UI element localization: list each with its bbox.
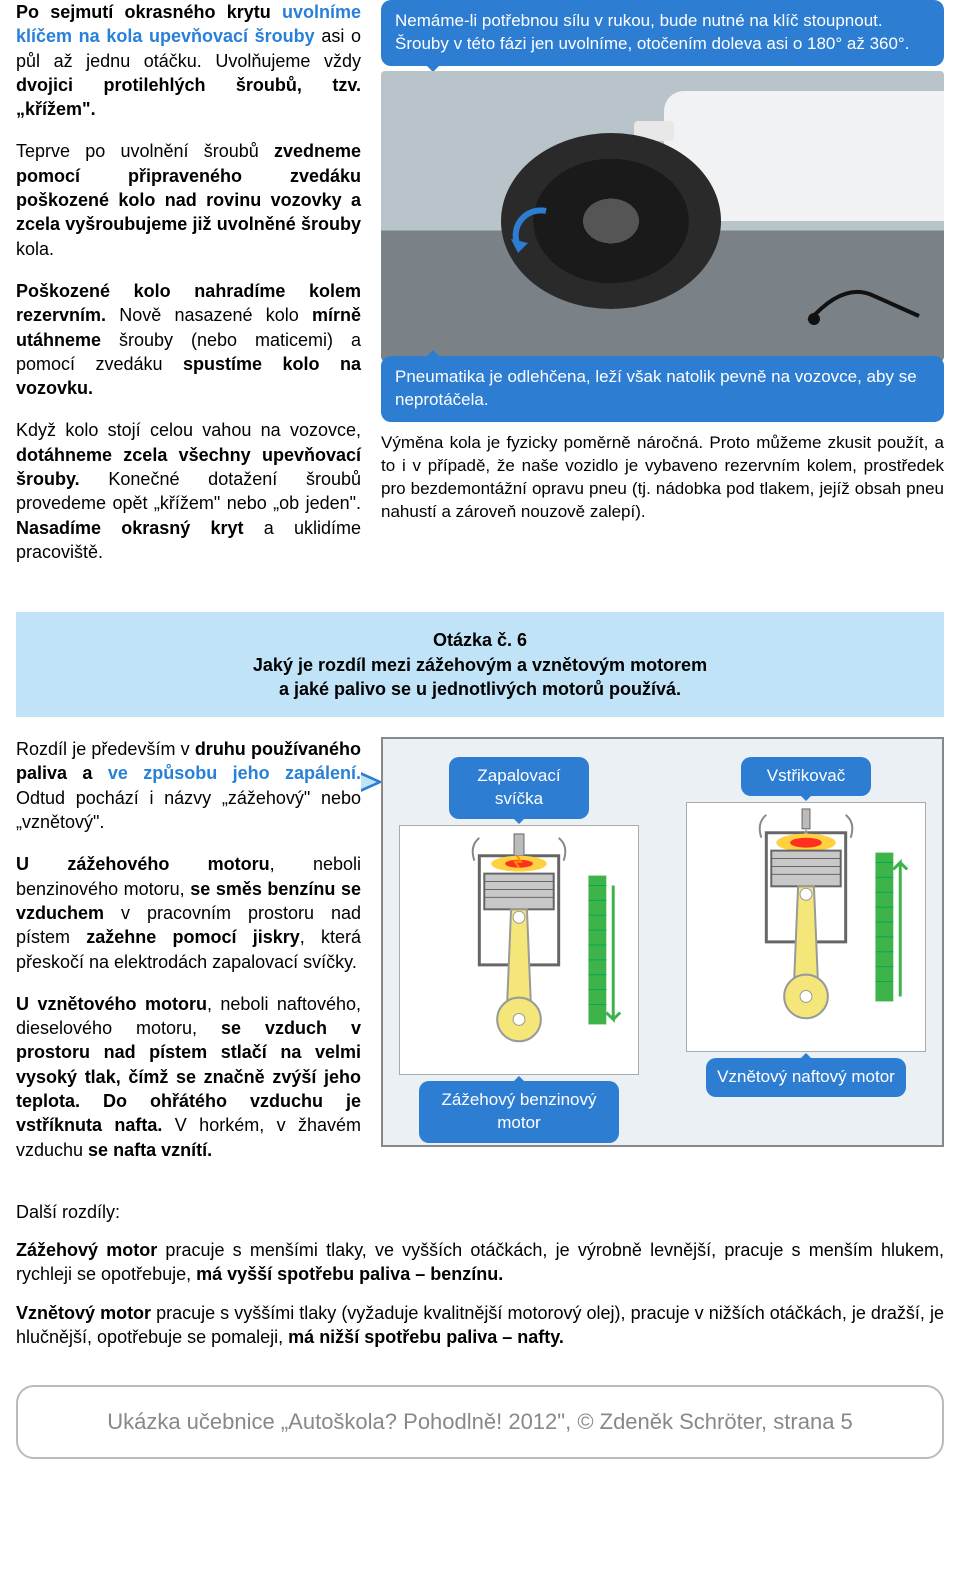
- page-footer: Ukázka učebnice „Autoškola? Pohodlně! 20…: [16, 1385, 944, 1459]
- engine-para-1: Rozdíl je především v druhu používaného …: [16, 737, 361, 834]
- spark-engine-col: Zapalovací svíčka: [399, 757, 639, 1131]
- para-4: Když kolo stojí celou vahou na vozovce, …: [16, 418, 361, 564]
- spark-engine-label: Zážehový benzinový motor: [419, 1081, 619, 1143]
- further-diffs-heading: Další rozdíly:: [16, 1200, 944, 1224]
- callout-top: Nemáme-li potřebnou sílu v rukou, bude n…: [381, 0, 944, 66]
- spark-engine-drawing: [399, 825, 639, 1075]
- spark-plug-label: Zapalovací svíčka: [449, 757, 589, 819]
- engine-diagram-column: Zapalovací svíčka: [381, 737, 944, 1180]
- diesel-engine-label: Vznětový naftový motor: [706, 1058, 906, 1097]
- engine-section: Rozdíl je především v druhu používaného …: [16, 737, 944, 1180]
- question-6-header: Otázka č. 6 Jaký je rozdíl mezi zážehový…: [16, 612, 944, 717]
- tire-change-section: Po sejmutí okrasného krytu uvolníme klíč…: [16, 0, 944, 582]
- spark-engine-summary: Zážehový motor pracuje s menšími tlaky, …: [16, 1238, 944, 1287]
- pointer-icon: [361, 772, 383, 792]
- diesel-engine-drawing: [686, 802, 926, 1052]
- engine-text-column: Rozdíl je především v druhu používaného …: [16, 737, 361, 1180]
- injector-label: Vstřikovač: [741, 757, 871, 796]
- question-line2: a jaké palivo se u jednotlivých motorů p…: [38, 677, 922, 701]
- para-3: Poškozené kolo nahradíme kolem rezervním…: [16, 279, 361, 400]
- jack-icon: [804, 271, 924, 331]
- para-1: Po sejmutí okrasného krytu uvolníme klíč…: [16, 0, 361, 121]
- rotation-arrow-icon: [506, 201, 556, 261]
- engine-para-3: U vznětového motoru, neboli naftového, d…: [16, 992, 361, 1162]
- tire-footer-para: Výměna kola je fyzicky poměrně náročná. …: [381, 432, 944, 524]
- engine-para-2: U zážehového motoru, neboli benzinového …: [16, 852, 361, 973]
- tire-image-column: Nemáme-li potřebnou sílu v rukou, bude n…: [381, 0, 944, 582]
- question-number: Otázka č. 6: [38, 628, 922, 652]
- tire-text-column: Po sejmutí okrasného krytu uvolníme klíč…: [16, 0, 361, 582]
- tire-photo: [381, 71, 944, 361]
- question-line1: Jaký je rozdíl mezi zážehovým a vznětový…: [38, 653, 922, 677]
- engine-diagram: Zapalovací svíčka: [381, 737, 944, 1147]
- callout-bottom: Pneumatika je odlehčena, leží však natol…: [381, 356, 944, 422]
- diesel-engine-col: Vstřikovač: [686, 757, 926, 1131]
- para-2: Teprve po uvolnění šroubů zvedneme pomoc…: [16, 139, 361, 260]
- diesel-engine-summary: Vznětový motor pracuje s vyššími tlaky (…: [16, 1301, 944, 1350]
